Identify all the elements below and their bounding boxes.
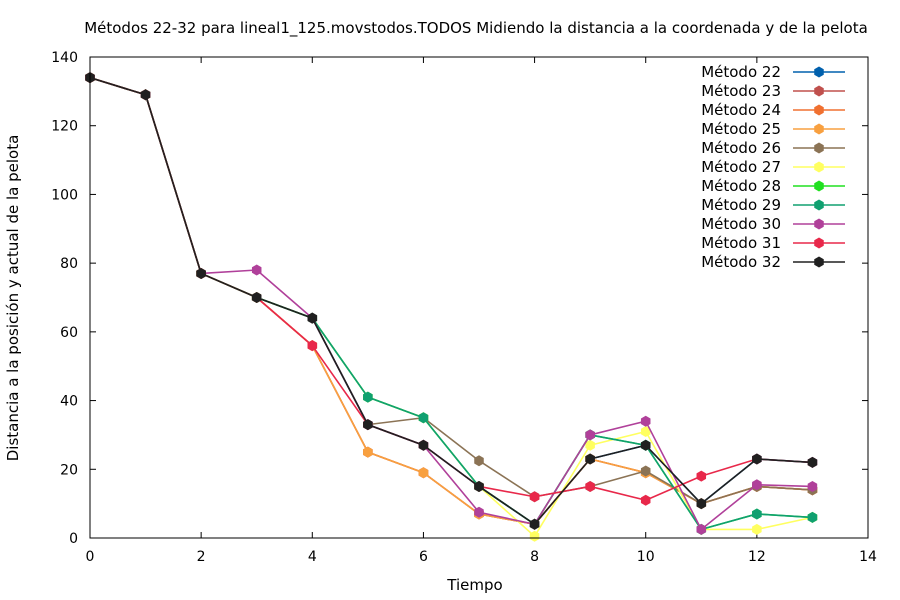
chart-title: Métodos 22-32 para lineal1_125.movstodos…: [84, 19, 868, 38]
legend-item: Método 26: [701, 139, 845, 157]
y-axis-title: Distancia a la posición y actual de la p…: [4, 135, 22, 462]
y-tick-label: 140: [51, 50, 78, 66]
data-point: [418, 467, 429, 479]
data-point: [140, 89, 151, 101]
legend-item: Método 22: [701, 63, 845, 81]
data-point: [640, 415, 651, 427]
data-point: [696, 498, 707, 510]
x-axis-title: Tiempo: [446, 576, 502, 594]
series-line: [89, 76, 813, 526]
legend-label: Método 25: [701, 120, 781, 138]
data-point: [640, 465, 651, 477]
legend-label: Método 26: [701, 139, 781, 157]
data-point: [251, 264, 262, 276]
legend-swatch-marker: [814, 161, 824, 173]
legend-label: Método 31: [701, 234, 781, 252]
legend-swatch-marker: [814, 180, 824, 192]
data-point: [418, 439, 429, 451]
data-point: [529, 518, 540, 530]
data-point: [363, 391, 373, 403]
legend-label: Método 32: [701, 253, 781, 271]
data-point: [363, 446, 373, 458]
data-point: [474, 506, 484, 518]
legend-swatch-marker: [814, 237, 824, 249]
data-point: [474, 455, 484, 467]
data-point: [529, 491, 540, 503]
legend-label: Método 28: [701, 177, 781, 195]
y-tick-label: 100: [51, 187, 78, 203]
legend-label: Método 23: [701, 82, 781, 100]
legend-item: Método 25: [701, 120, 845, 138]
legend-item: Método 32: [701, 253, 845, 271]
legend-swatch-marker: [814, 218, 824, 230]
data-point: [640, 494, 651, 506]
y-tick-label: 60: [60, 325, 78, 341]
y-tick-label: 0: [69, 531, 78, 547]
x-tick-label: 2: [197, 549, 206, 565]
data-point: [585, 429, 595, 441]
legend-swatch-marker: [814, 123, 824, 135]
series-line: [89, 76, 813, 531]
legend-swatch-marker: [814, 142, 824, 154]
data-point: [307, 340, 318, 352]
legend-item: Método 31: [701, 234, 845, 252]
data-point: [474, 480, 484, 492]
data-point: [529, 530, 540, 542]
data-point: [307, 312, 318, 324]
data-point: [696, 523, 707, 535]
data-point: [640, 425, 651, 437]
data-point: [418, 412, 429, 424]
series-layer: [85, 72, 818, 542]
data-point: [752, 523, 762, 535]
y-tick-label: 40: [60, 394, 78, 410]
data-point: [196, 267, 206, 279]
x-tick-label: 0: [86, 549, 95, 565]
y-tick-label: 80: [60, 256, 78, 272]
legend-swatch-marker: [814, 256, 824, 268]
data-point: [807, 456, 818, 468]
legend-swatch-marker: [814, 85, 824, 97]
data-point: [807, 480, 818, 492]
legend-label: Método 24: [701, 101, 781, 119]
data-point: [752, 453, 762, 465]
data-point: [640, 439, 651, 451]
data-point: [363, 419, 373, 431]
legend-item: Método 29: [701, 196, 845, 214]
data-point: [585, 480, 595, 492]
legend-label: Método 29: [701, 196, 781, 214]
series-11: [85, 72, 818, 530]
x-tick-label: 8: [530, 549, 539, 565]
legend-swatch-marker: [814, 66, 824, 78]
legend-label: Método 30: [701, 215, 781, 233]
legend-swatch-marker: [814, 199, 824, 211]
legend-label: Método 22: [701, 63, 781, 81]
y-tick-label: 20: [60, 462, 78, 478]
data-point: [251, 292, 262, 303]
data-point: [696, 470, 707, 482]
x-tick-label: 14: [859, 549, 877, 565]
data-point: [807, 511, 818, 523]
x-tick-label: 12: [748, 549, 766, 565]
data-point: [752, 508, 762, 520]
legend-swatch-marker: [814, 104, 824, 116]
legend-item: Método 23: [701, 82, 845, 100]
legend-item: Método 30: [701, 215, 845, 233]
legend-item: Método 24: [701, 101, 845, 119]
plot-frame: [89, 56, 869, 539]
data-point: [585, 439, 595, 451]
data-point: [752, 479, 762, 491]
legend-label: Método 27: [701, 158, 781, 176]
legend-item: Método 27: [701, 158, 845, 176]
y-tick-label: 120: [51, 119, 78, 135]
x-tick-label: 10: [637, 549, 655, 565]
data-point: [585, 453, 595, 465]
x-tick-label: 4: [308, 549, 317, 565]
legend-item: Método 28: [701, 177, 845, 195]
x-tick-label: 6: [419, 549, 428, 565]
